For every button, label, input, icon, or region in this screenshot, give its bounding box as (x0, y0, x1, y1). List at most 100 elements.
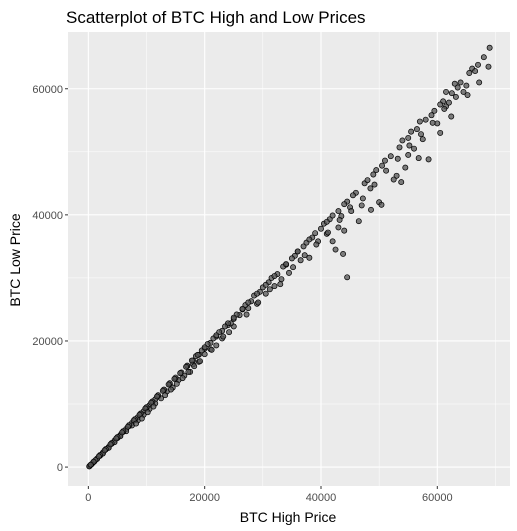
data-point (173, 380, 180, 387)
data-point (213, 342, 220, 349)
data-point (329, 238, 336, 245)
data-point (191, 363, 198, 370)
scatter-points (86, 44, 493, 470)
data-point (379, 162, 385, 169)
x-tick-label: 0 (85, 492, 91, 504)
data-point (188, 357, 195, 364)
x-tick-label: 40000 (306, 492, 337, 504)
data-point (222, 323, 228, 330)
data-point (306, 236, 313, 243)
data-point (429, 119, 436, 126)
data-point (119, 429, 126, 436)
data-point (457, 79, 464, 86)
data-point (300, 243, 307, 250)
y-tick-label: 20000 (32, 336, 63, 348)
data-point (335, 224, 342, 231)
data-point (313, 241, 320, 248)
data-point (350, 192, 356, 199)
y-tick-label: 60000 (32, 84, 63, 96)
data-point (387, 153, 394, 160)
data-point (394, 155, 401, 162)
data-point (185, 368, 192, 375)
data-point (183, 363, 190, 370)
data-point (367, 185, 374, 192)
data-point (390, 176, 397, 183)
data-point (278, 276, 285, 283)
data-point (448, 90, 455, 97)
data-point (201, 351, 208, 358)
data-point (336, 216, 343, 223)
data-point (245, 299, 252, 306)
data-point (213, 332, 220, 339)
data-point (463, 82, 470, 89)
data-point (230, 314, 237, 321)
data-point (262, 290, 269, 297)
y-tick-label: 0 (57, 462, 63, 474)
x-tick-label: 60000 (422, 492, 453, 504)
data-point (428, 112, 435, 119)
data-point (243, 311, 250, 318)
data-point (454, 84, 461, 91)
data-point (325, 229, 331, 236)
data-point (167, 386, 174, 393)
data-point (194, 351, 201, 358)
data-point (405, 134, 412, 141)
data-point (341, 227, 348, 234)
data-point (171, 375, 178, 382)
data-point (358, 202, 365, 209)
data-point (220, 333, 227, 340)
data-point (323, 218, 330, 225)
data-point (226, 329, 233, 336)
data-point (414, 126, 420, 133)
data-point (475, 61, 481, 68)
data-point (382, 157, 388, 164)
data-point (277, 281, 284, 288)
data-point (464, 92, 471, 99)
data-point (262, 281, 269, 288)
x-tick-label: 20000 (189, 492, 220, 504)
data-point (460, 88, 467, 95)
data-point (154, 393, 160, 400)
data-point (335, 208, 342, 215)
data-point (418, 131, 424, 138)
data-point (355, 218, 362, 225)
data-point (165, 381, 172, 388)
data-point (197, 358, 203, 365)
data-point (441, 105, 448, 112)
data-point (107, 441, 114, 448)
chart-title: Scatterplot of BTC High and Low Prices (66, 8, 366, 27)
data-point (201, 344, 208, 351)
data-point (472, 68, 479, 75)
data-point (370, 171, 377, 178)
data-point (393, 172, 400, 179)
data-point (485, 63, 492, 70)
data-point (144, 409, 151, 416)
data-point (318, 225, 324, 232)
data-point (425, 156, 432, 163)
data-point (406, 142, 413, 149)
data-point (133, 420, 139, 427)
data-point (297, 257, 304, 264)
x-axis-title: BTC High Price (240, 509, 337, 525)
data-point (177, 370, 184, 377)
data-point (255, 299, 262, 306)
data-point (373, 167, 380, 174)
data-point (402, 164, 409, 171)
data-point (480, 54, 487, 61)
data-point (476, 79, 483, 86)
data-point (359, 195, 366, 202)
data-point (415, 155, 422, 162)
minor-gridlines (68, 32, 510, 486)
data-point (239, 305, 246, 312)
data-point (399, 137, 406, 144)
y-tick-label: 40000 (32, 210, 63, 222)
data-point (283, 261, 290, 267)
data-point (371, 181, 378, 188)
data-point (348, 208, 355, 215)
data-point (301, 252, 308, 259)
data-point (443, 88, 449, 95)
data-point (150, 403, 157, 410)
data-point (368, 206, 374, 213)
data-point (294, 248, 301, 255)
